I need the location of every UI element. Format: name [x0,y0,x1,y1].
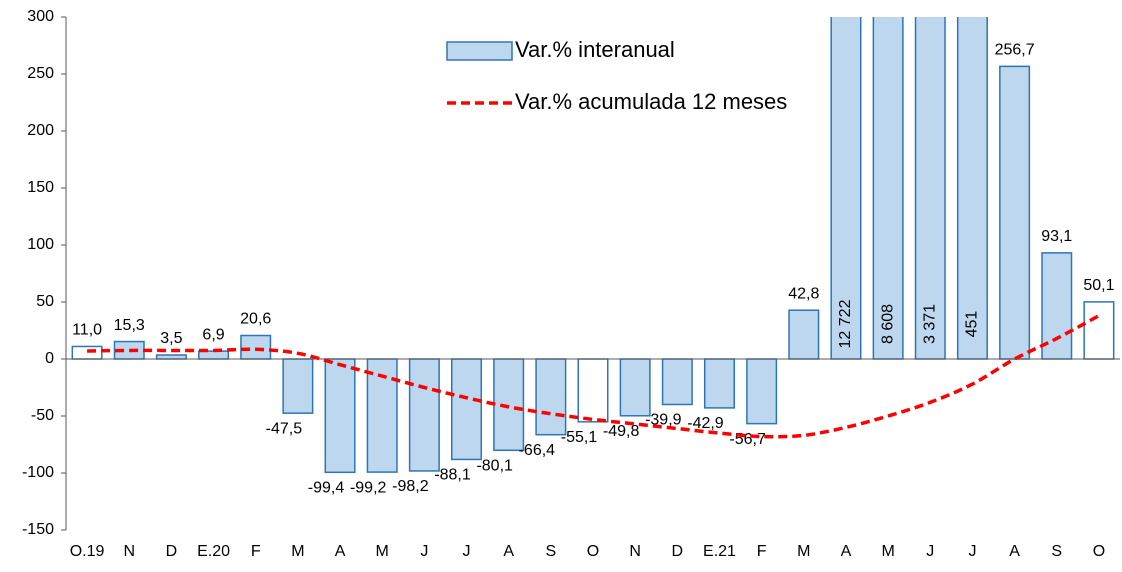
data-label: -66,4 [519,442,556,459]
x-tick-label: S [546,543,557,560]
y-tick-label: 300 [27,8,54,25]
bar [240,334,272,360]
line [87,314,1100,439]
y-tick-label: 200 [27,122,54,139]
x-tick-label: N [123,543,135,560]
y-tick-label: -50 [31,407,54,424]
data-label: -47,5 [266,420,303,437]
x-tick-label: A [503,543,514,560]
data-label: 20,6 [240,311,271,328]
bar [619,358,651,417]
legend-swatch [446,41,513,61]
x-tick-label: A [841,543,852,560]
x-tick-label: M [881,543,894,560]
x-tick-label: A [1009,543,1020,560]
bar [830,17,862,360]
x-tick-label: O.19 [70,543,105,560]
x-tick-label: E.20 [197,543,230,560]
y-tick-label: -100 [22,464,54,481]
bar [661,358,693,406]
data-label: 50,1 [1083,277,1114,294]
bar [282,358,314,414]
x-tick-label: J [463,543,471,560]
y-tick-label: 150 [27,179,54,196]
data-label: -56,7 [729,431,766,448]
x-tick-label: D [672,543,684,560]
x-tick-label: M [797,543,810,560]
data-label: 6,9 [202,326,224,343]
data-label: -39,9 [645,412,682,429]
bar [956,17,988,360]
bar [1083,301,1115,360]
data-label: -98,2 [392,478,429,495]
x-tick-label: O [1093,543,1105,560]
bar [999,65,1031,360]
data-label: 451 [964,311,981,338]
y-tick-label: -150 [22,521,54,538]
x-tick-label: A [335,543,346,560]
bar [451,358,483,461]
bar [914,17,946,360]
bar [71,345,103,360]
x-tick-label: S [1051,543,1062,560]
data-label: 15,3 [114,317,145,334]
data-label: -80,1 [476,458,513,475]
bar [408,358,440,472]
bar [535,358,567,436]
x-tick-label: J [926,543,934,560]
data-label: 256,7 [995,42,1035,59]
bar [703,358,735,409]
x-tick-label: N [629,543,641,560]
data-label: -99,2 [350,479,387,496]
y-tick-label: 0 [45,350,54,367]
x-tick-label: J [968,543,976,560]
x-tick-label: E.21 [703,543,736,560]
data-label: 42,8 [788,285,819,302]
bar [788,309,820,360]
x-tick-label: O [587,543,599,560]
data-label: -49,8 [603,423,640,440]
data-label: 11,0 [72,322,102,339]
data-label: -42,9 [687,415,724,432]
data-label: 93,1 [1041,228,1072,245]
data-label: 12 722 [837,299,854,348]
data-label: 3 371 [921,304,938,344]
x-tick-label: F [757,543,767,560]
bar [493,358,525,452]
data-label: 8 608 [879,304,896,344]
bar [746,358,778,425]
y-tick-label: 250 [27,65,54,82]
bar [577,358,609,423]
bar [155,354,187,360]
bar-layer [71,17,1115,474]
bar [324,358,356,474]
x-tick-label: M [291,543,304,560]
x-tick-label: J [420,543,428,560]
x-tick-label: M [376,543,389,560]
data-label: -88,1 [434,467,471,484]
x-tick-label: D [166,543,178,560]
y-tick-label: 100 [27,236,54,253]
legend-label: Var.% acumulada 12 meses [515,89,787,114]
y-tick-label: 50 [36,293,54,310]
data-label: 3,5 [160,330,182,347]
x-tick-label: F [251,543,261,560]
data-label: -99,4 [308,480,345,497]
bar [198,350,230,360]
data-label: -55,1 [561,429,598,446]
legend-label: Var.% interanual [515,37,675,62]
